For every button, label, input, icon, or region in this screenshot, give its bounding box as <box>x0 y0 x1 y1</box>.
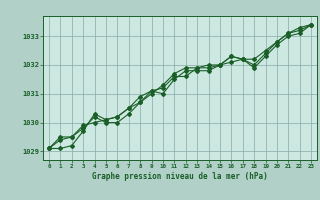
X-axis label: Graphe pression niveau de la mer (hPa): Graphe pression niveau de la mer (hPa) <box>92 172 268 181</box>
